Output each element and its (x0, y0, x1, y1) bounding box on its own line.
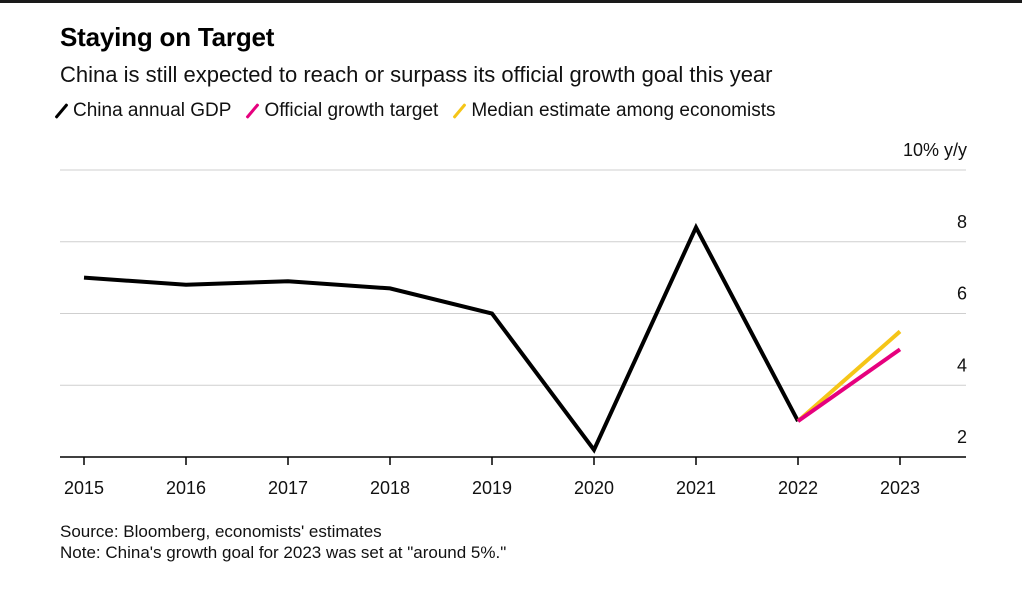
x-tick-label-2020: 2020 (574, 478, 614, 498)
legend: China annual GDP Official growth target … (54, 100, 796, 122)
x-tick-label-2022: 2022 (778, 478, 818, 498)
x-tick-label-2017: 2017 (268, 478, 308, 498)
legend-label-gdp: China annual GDP (73, 100, 232, 121)
footnote: Note: China's growth goal for 2023 was s… (60, 543, 507, 562)
x-tick-label-2018: 2018 (370, 478, 410, 498)
legend-label-estimate: Median estimate among economists (471, 100, 776, 121)
x-tick-label-2019: 2019 (472, 478, 512, 498)
top-border (0, 0, 1022, 3)
x-tick-label-2015: 2015 (64, 478, 104, 498)
y-tick-label-6: 6 (957, 284, 967, 304)
legend-label-target: Official growth target (264, 100, 439, 121)
legend-item-estimate: Median estimate among economists (452, 100, 776, 122)
series-line-official-growth-target (796, 347, 902, 423)
x-tick-label-2021: 2021 (676, 478, 716, 498)
y-tick-label-8: 8 (957, 212, 967, 232)
y-tick-label-2: 2 (957, 427, 967, 447)
series-line-median-estimate-among-economists (796, 329, 902, 423)
chart-title: Staying on Target (60, 22, 275, 52)
legend-item-gdp: China annual GDP (54, 100, 232, 122)
chart-footer: Source: Bloomberg, economists' estimates… (60, 521, 506, 563)
series-line-china-annual-gdp (83, 222, 800, 454)
source-note: Source: Bloomberg, economists' estimates (60, 522, 382, 541)
x-tick-label-2016: 2016 (166, 478, 206, 498)
chart-subtitle: China is still expected to reach or surp… (60, 62, 773, 87)
y-axis-top-label: 10% y/y (903, 140, 967, 160)
legend-item-target: Official growth target (246, 100, 439, 122)
x-tick-label-2023: 2023 (880, 478, 920, 498)
y-tick-label-4: 4 (957, 355, 967, 375)
